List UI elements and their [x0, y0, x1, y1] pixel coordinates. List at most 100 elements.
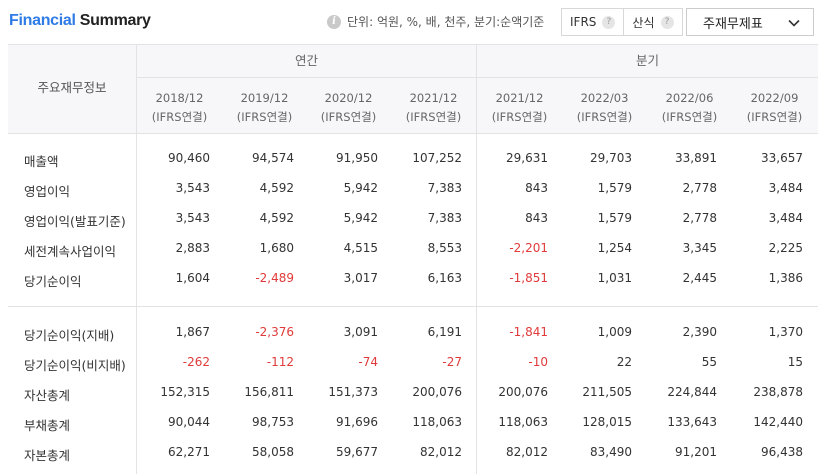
table-cell: 151,373 — [328, 385, 378, 399]
formula-option[interactable]: 산식 ? — [623, 9, 681, 35]
row-label: 당기순이익 — [24, 274, 82, 289]
table-cell: 29,703 — [590, 151, 632, 165]
table-cell: -27 — [442, 355, 462, 369]
table-cell: 118,063 — [498, 415, 548, 429]
table-cell: 2,390 — [682, 325, 717, 339]
table-cell: 62,271 — [168, 445, 210, 459]
ifrs-label: IFRS — [570, 15, 597, 29]
row-label: 부채총계 — [24, 418, 71, 433]
table-cell: 3,484 — [768, 181, 803, 195]
table-cell: 156,811 — [244, 385, 294, 399]
table-cell: 1,680 — [259, 241, 294, 255]
header-bottom-border — [8, 133, 818, 134]
table-cell: 1,386 — [768, 271, 803, 285]
title-highlight: Financial — [9, 12, 76, 29]
table-cell: 3,017 — [343, 271, 378, 285]
column-period: 2021/12 — [409, 91, 458, 105]
table-cell: 4,515 — [343, 241, 378, 255]
column-period: 2022/03 — [580, 91, 629, 105]
table-cell: 1,604 — [175, 271, 210, 285]
row-label: 매출액 — [24, 154, 59, 169]
table-cell: 3,543 — [175, 181, 210, 195]
table-cell: 4,592 — [259, 181, 294, 195]
table-cell: -2,201 — [509, 241, 548, 255]
info-icon[interactable]: i — [327, 14, 341, 29]
table-cell: 8,553 — [427, 241, 462, 255]
column-basis: (IFRS연결) — [320, 110, 377, 124]
table-cell: 82,012 — [420, 445, 462, 459]
table-cell: 96,438 — [761, 445, 803, 459]
table-cell: 5,942 — [343, 211, 378, 225]
row-label: 세전계속사업이익 — [24, 244, 117, 259]
table-cell: 211,505 — [582, 385, 632, 399]
table-cell: 843 — [525, 181, 548, 195]
help-icon[interactable]: ? — [660, 15, 674, 29]
table-cell: 128,015 — [582, 415, 632, 429]
group-quarter: 분기 — [635, 53, 659, 68]
table-cell: 15 — [787, 355, 803, 369]
group-divider — [137, 77, 818, 78]
column-basis: (IFRS연결) — [746, 110, 803, 124]
ifrs-option[interactable]: IFRS ? — [562, 9, 623, 35]
group-annual: 연간 — [294, 53, 318, 68]
help-icon[interactable]: ? — [602, 15, 616, 29]
column-period: 2022/06 — [665, 91, 714, 105]
column-basis: (IFRS연결) — [661, 110, 718, 124]
select-value: 주재무제표 — [703, 16, 763, 32]
table-cell: 94,574 — [252, 151, 294, 165]
column-basis: (IFRS연결) — [236, 110, 293, 124]
table-cell: -2,489 — [255, 271, 294, 285]
column-basis: (IFRS연결) — [491, 110, 548, 124]
table-cell: 118,063 — [412, 415, 462, 429]
column-basis: (IFRS연결) — [405, 110, 462, 124]
table-cell: 1,867 — [175, 325, 210, 339]
column-period: 2022/09 — [750, 91, 799, 105]
table-cell: 2,883 — [175, 241, 210, 255]
table-cell: 90,044 — [168, 415, 210, 429]
table-cell: -112 — [266, 355, 294, 369]
table-cell: 2,445 — [682, 271, 717, 285]
table-cell: 29,631 — [506, 151, 548, 165]
table-cell: -10 — [528, 355, 548, 369]
table-cell: 3,091 — [343, 325, 378, 339]
table-cell: 83,490 — [590, 445, 632, 459]
table-cell: 3,484 — [768, 211, 803, 225]
table-cell: 224,844 — [667, 385, 717, 399]
table-header-bg — [8, 44, 818, 134]
table-cell: 90,460 — [168, 151, 210, 165]
row-group-divider — [8, 306, 818, 307]
table-cell: 33,891 — [675, 151, 717, 165]
row-label: 자산총계 — [24, 388, 71, 403]
column-period: 2021/12 — [495, 91, 544, 105]
table-cell: 33,657 — [761, 151, 803, 165]
table-cell: 1,009 — [597, 325, 632, 339]
table-cell: 107,252 — [412, 151, 462, 165]
table-cell: -1,841 — [509, 325, 548, 339]
table-cell: 22 — [616, 355, 632, 369]
row-label: 영업이익(발표기준) — [24, 214, 126, 229]
column-period: 2018/12 — [155, 91, 204, 105]
table-cell: 98,753 — [252, 415, 294, 429]
table-cell: 238,878 — [753, 385, 803, 399]
row-label: 당기순이익(비지배) — [24, 358, 126, 373]
unit-note: i 단위: 억원, %, 배, 천주, 분기:순액기준 — [327, 13, 544, 30]
table-cell: 5,942 — [343, 181, 378, 195]
table-cell: 200,076 — [412, 385, 462, 399]
table-cell: 2,225 — [768, 241, 803, 255]
statement-select[interactable]: 주재무제표 — [686, 8, 814, 36]
table-cell: 1,254 — [597, 241, 632, 255]
formula-label: 산식 — [632, 15, 655, 30]
table-cell: 2,778 — [682, 211, 717, 225]
table-cell: 1,031 — [597, 271, 632, 285]
row-label: 영업이익 — [24, 184, 71, 199]
table-cell: 200,076 — [498, 385, 548, 399]
table-cell: 55 — [701, 355, 717, 369]
chevron-down-icon — [788, 19, 800, 27]
table-cell: 3,543 — [175, 211, 210, 225]
table-top-border — [8, 44, 818, 45]
table-cell: 1,579 — [597, 211, 632, 225]
table-cell: -1,851 — [509, 271, 548, 285]
column-period: 2019/12 — [240, 91, 289, 105]
row-label: 당기순이익(지배) — [24, 328, 115, 343]
unit-text: 단위: 억원, %, 배, 천주, 분기:순액기준 — [347, 15, 545, 29]
